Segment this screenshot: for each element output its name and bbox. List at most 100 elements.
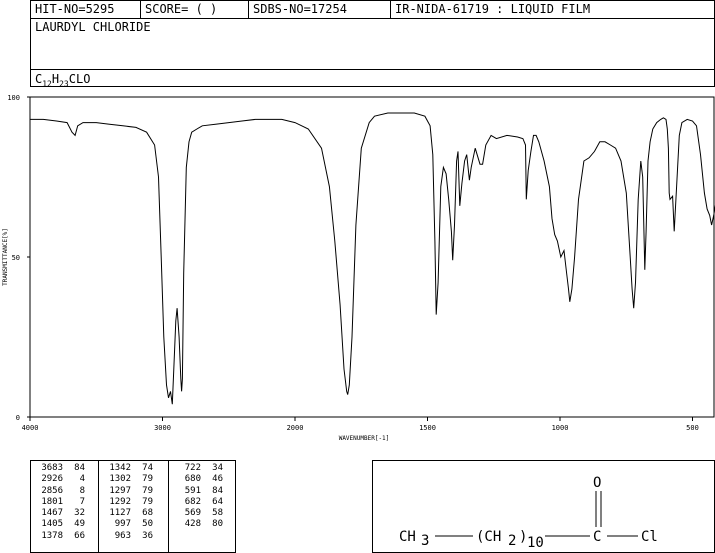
peak-transmittance: 4 [79,474,85,485]
peak-transmittance: 49 [74,519,85,530]
peak-transmittance: 46 [212,474,223,485]
peak-transmittance: 68 [142,508,153,519]
peak-transmittance: 64 [212,496,223,507]
formula-rest: CLO [68,72,91,86]
formula-c: C [35,72,43,86]
structure-chlorine: Cl [641,529,658,545]
peak-column-3: 722 34 680 46 591 84 682 64 569 58 428 80 [169,461,235,553]
structure-repeat: 10 [527,535,544,551]
peak-row: 1302 79 [103,474,164,485]
peak-wavenumber: 591 [184,485,201,496]
structure-ch3-sub: 3 [421,533,429,549]
score-label: SCORE= ( ) [141,1,249,18]
y-tick-label: 0 [16,414,20,422]
x-axis-ticks: 4000 3000 2000 1500 1000 500 [22,417,699,432]
peak-row: 997 50 [103,519,164,530]
peak-row: 1378 66 [35,531,94,542]
structure-ch2: (CH [476,529,501,545]
y-tick-label: 100 [7,94,20,102]
peak-transmittance: 7 [79,496,85,507]
peak-transmittance: 50 [142,519,153,530]
peak-wavenumber: 963 [114,530,131,541]
peak-wavenumber: 997 [114,519,131,530]
peak-row: 1292 79 [103,497,164,508]
spectrum-line [30,112,715,405]
x-tick-label: 4000 [22,424,39,432]
peak-wavenumber: 2926 [41,474,63,485]
peak-wavenumber: 1342 [109,463,131,473]
peak-transmittance: 58 [212,508,223,519]
peak-wavenumber: 428 [184,519,201,530]
peak-row: 1405 49 [35,519,94,530]
peak-transmittance: 8 [79,485,85,496]
compound-name: LAURDYL CHLORIDE [35,20,151,34]
x-tick-label: 2000 [287,424,304,432]
peak-wavenumber: 1297 [109,485,131,496]
peak-wavenumber: 1302 [109,474,131,485]
peak-row: 1801 7 [35,497,94,508]
peak-row: 682 64 [173,497,231,508]
peak-transmittance: 74 [142,463,153,473]
formula-c-count: 12 [42,79,52,89]
peak-transmittance: 79 [142,474,153,485]
x-tick-label: 3000 [154,424,171,432]
y-axis-label: TRANSMITTANCE[%] [2,228,9,286]
peak-wavenumber: 1127 [109,508,131,519]
y-tick-label: 50 [12,254,20,262]
y-axis-ticks: 0 50 100 [7,94,30,422]
peak-wavenumber: 1405 [41,519,63,530]
peak-row: 1297 79 [103,486,164,497]
formula-h: H [51,72,60,86]
structure-carbon: C [593,529,601,545]
formula-h-count: 23 [59,79,69,89]
peak-row: 1467 32 [35,508,94,519]
sdbs-no-label: SDBS-NO=17254 [249,1,391,18]
peak-row: 569 58 [173,508,231,519]
plot-frame [29,96,715,418]
peak-wavenumber: 680 [184,474,201,485]
peak-row: 591 84 [173,486,231,497]
header-box: HIT-NO=5295 SCORE= ( ) SDBS-NO=17254 IR-… [30,0,715,88]
structure-diagram: CH 3 (CH 2 ) 10 C O Cl [399,475,658,551]
peak-wavenumber: 722 [184,463,201,473]
x-axis-label: WAVENUMBER[-1] [339,435,390,442]
peak-row: 2856 8 [35,486,94,497]
peak-wavenumber: 1292 [109,496,131,507]
peak-column-1: 3683 84 2926 4 2856 8 1801 7 1467 32 1405 49 1378 66 [31,461,99,553]
header-divider [31,18,714,19]
peak-wavenumber: 3683 [41,463,63,473]
peak-wavenumber: 1378 [41,530,63,541]
peak-wavenumber: 1801 [41,496,63,507]
peak-row: 428 80 [173,519,231,530]
peak-wavenumber: 569 [184,508,201,519]
peak-transmittance: 34 [212,463,223,473]
structure-oxygen: O [593,475,601,491]
peak-transmittance: 84 [212,485,223,496]
x-tick-label: 500 [686,424,699,432]
peak-row: 963 36 [103,531,164,542]
structure-box: CH 3 (CH 2 ) 10 C O Cl [372,460,715,553]
hit-no-label: HIT-NO=5295 [31,1,141,18]
peak-row: 722 34 [173,463,231,474]
peak-transmittance: 32 [74,508,85,519]
x-tick-label: 1000 [552,424,569,432]
peak-wavenumber: 2856 [41,485,63,496]
formula-row: C12H23CLO [31,69,714,88]
x-tick-label: 1500 [419,424,436,432]
peak-row: 3683 84 [35,463,94,474]
peak-transmittance: 79 [142,485,153,496]
peak-transmittance: 36 [142,530,153,541]
structure-ch2-close: ) [519,529,527,545]
molecular-formula: C12H23CLO [35,72,90,88]
ir-nida-label: IR-NIDA-61719 : LIQUID FILM [395,2,591,16]
peak-transmittance: 80 [212,519,223,530]
structure-ch3: CH [399,529,416,545]
peak-table: 3683 84 2926 4 2856 8 1801 7 1467 32 1405 49 1378 66 … [30,460,236,553]
peak-transmittance: 66 [74,530,85,541]
peak-wavenumber: 1467 [41,508,63,519]
peak-row: 2926 4 [35,474,94,485]
peak-row: 1342 74 [103,463,164,474]
peak-transmittance: 84 [74,463,85,473]
ir-spectrum-chart: 4000 3000 2000 1500 1000 500 0 50 100 WAVENUMBE… [2,94,715,442]
peak-row: 680 46 [173,474,231,485]
